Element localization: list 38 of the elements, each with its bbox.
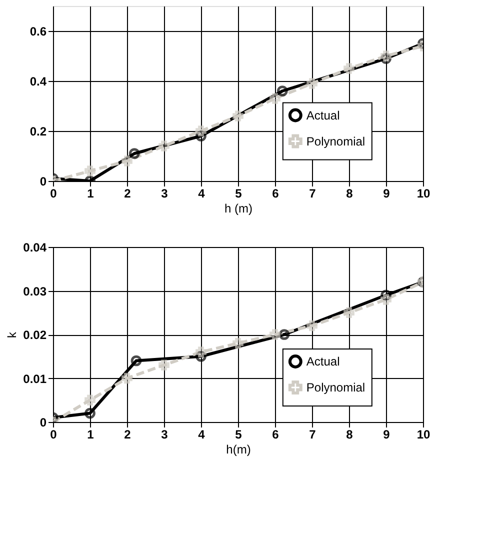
x-tick-label: 3 [161, 428, 168, 442]
x-tick-label: 0 [50, 186, 58, 200]
x-tick-label: 9 [383, 428, 390, 442]
x-axis-title: h (m) [224, 202, 252, 216]
x-tick-label: 5 [235, 428, 242, 442]
legend-label: Actual [306, 108, 340, 122]
x-tick-label: 7 [309, 428, 316, 442]
legend-label: Polynomial [306, 134, 366, 148]
y-tick-label: 0.03 [23, 284, 47, 298]
x-tick-label: 2 [124, 186, 132, 200]
x-tick-label: 3 [161, 186, 168, 200]
y-tick-label: 0 [40, 174, 47, 188]
y-tick-label: 0.4 [30, 74, 47, 88]
x-tick-label: 2 [124, 428, 132, 442]
x-tick-label: 6 [272, 186, 280, 200]
x-tick-label: 4 [198, 186, 206, 200]
y-tick-label: 0.04 [23, 240, 47, 254]
x-tick-label: 8 [346, 186, 354, 200]
x-tick-label: 4 [198, 428, 206, 442]
x-tick-label: 9 [383, 186, 390, 200]
y-tick-label: 0.02 [23, 328, 47, 342]
legend-label: Actual [306, 354, 340, 368]
x-tick-label: 10 [416, 186, 430, 200]
x-axis-title: h(m) [226, 442, 251, 456]
x-tick-label: 1 [87, 186, 94, 200]
y-tick-label: 0.6 [30, 24, 47, 38]
x-tick-label: 7 [309, 186, 316, 200]
x-tick-label: 5 [235, 186, 242, 200]
x-tick-label: 0 [50, 428, 58, 442]
x-tick-label: 10 [416, 428, 430, 442]
y-tick-label: 0.2 [30, 124, 47, 138]
x-tick-label: 8 [346, 428, 354, 442]
y-tick-label: 0.01 [23, 372, 47, 386]
y-tick-label: 0 [40, 416, 47, 430]
legend-label: Polynomial [306, 380, 366, 394]
x-tick-label: 6 [272, 428, 280, 442]
x-tick-label: 1 [87, 428, 94, 442]
y-axis-title: k [5, 331, 20, 338]
